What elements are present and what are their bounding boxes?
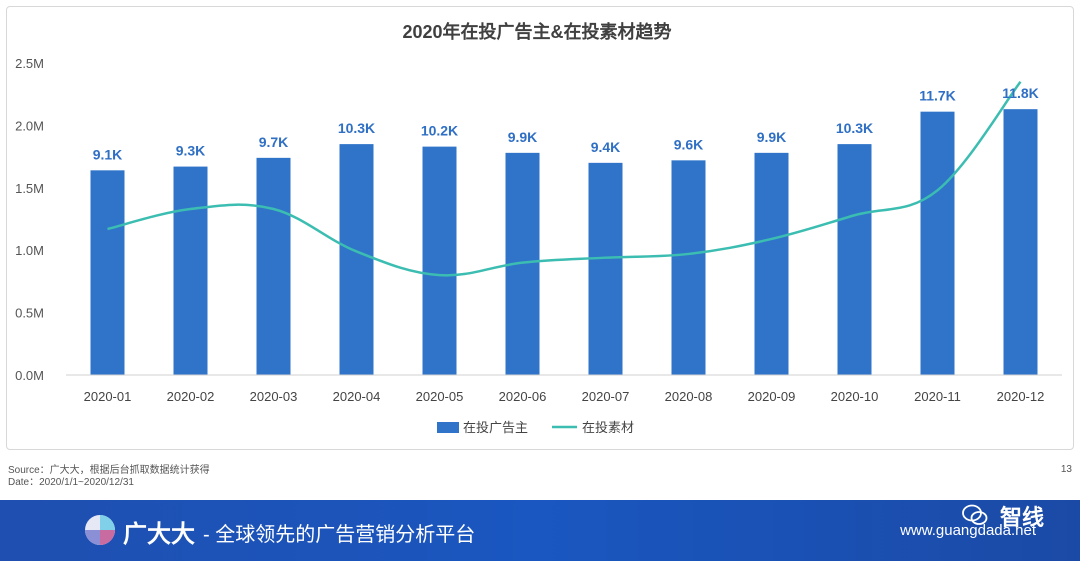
x-tick-label: 2020-03 — [250, 389, 298, 404]
source-note: Source：广大大，根据后台抓取数据统计获得 Date：2020/1/1~20… — [8, 465, 210, 489]
bar-2020-11 — [920, 111, 955, 375]
page-number: 13 — [1060, 464, 1072, 475]
x-tick-label: 2020-09 — [748, 389, 796, 404]
bar-data-label: 9.6K — [674, 136, 704, 152]
y-tick-label: 0.5M — [15, 306, 44, 321]
watermark: 智线 — [999, 505, 1044, 530]
wechat-icon — [962, 504, 988, 525]
bar-data-label: 9.3K — [176, 143, 206, 159]
bar-data-label: 9.1K — [93, 146, 123, 162]
bar-2020-01 — [90, 170, 125, 375]
footer-banner: 广大大 - 全球领先的广告营销分析平台 智线 www.guangdada.net — [0, 500, 1080, 561]
bar-data-label: 9.4K — [591, 139, 621, 155]
bar-2020-10 — [837, 144, 872, 375]
legend-swatch-bar — [437, 422, 459, 433]
bar-2020-12 — [1003, 109, 1038, 376]
bar-2020-05 — [422, 146, 457, 375]
source-text: Source：广大大，根据后台抓取数据统计获得 — [8, 465, 210, 476]
brand-name: 广大大 — [123, 521, 195, 548]
bar-data-label: 10.3K — [338, 120, 375, 136]
bar-2020-07 — [588, 162, 623, 375]
bar-2020-02 — [173, 166, 208, 375]
bar-data-label: 9.7K — [259, 134, 289, 150]
x-tick-label: 2020-08 — [665, 389, 713, 404]
bar-2020-08 — [671, 160, 706, 375]
legend-label: 在投素材 — [582, 420, 634, 435]
x-tick-label: 2020-10 — [831, 389, 879, 404]
bar-data-label: 11.8K — [1002, 85, 1039, 101]
bar-data-label: 10.3K — [836, 120, 873, 136]
y-tick-label: 1.0M — [15, 243, 44, 258]
y-tick-label: 0.0M — [15, 368, 44, 383]
x-tick-label: 2020-12 — [997, 389, 1045, 404]
x-tick-label: 2020-04 — [333, 389, 381, 404]
bar-2020-04 — [339, 144, 374, 375]
x-tick-label: 2020-06 — [499, 389, 547, 404]
series-line-在投素材 — [107, 80, 1022, 277]
bar-data-label: 9.9K — [508, 129, 538, 145]
bar-2020-09 — [754, 152, 789, 375]
chart: 2020年在投广告主&在投素材趋势 0.0M 0.5M 1.0M 1.5M 2.0M 2.… — [15, 21, 1062, 435]
y-tick-label: 1.5M — [15, 181, 44, 196]
bar-data-label: 11.7K — [919, 88, 956, 104]
pie-logo-icon — [85, 515, 115, 545]
x-tick-label: 2020-05 — [416, 389, 464, 404]
date-text: Date：2020/1/1~2020/12/31 — [8, 477, 134, 488]
x-tick-label: 2020-01 — [84, 389, 132, 404]
legend-label: 在投广告主 — [463, 420, 528, 435]
website-url: www.guangdada.net — [900, 522, 1036, 539]
x-tick-label: 2020-07 — [582, 389, 630, 404]
slogan: - 全球领先的广告营销分析平台 — [203, 524, 476, 546]
x-tick-label: 2020-02 — [167, 389, 215, 404]
bar-2020-03 — [256, 157, 291, 375]
chart-title: 2020年在投广告主&在投素材趋势 — [402, 21, 671, 42]
bar-data-label: 9.9K — [757, 129, 787, 145]
y-tick-label: 2.5M — [15, 56, 44, 71]
y-tick-label: 2.0M — [15, 118, 44, 133]
x-tick-label: 2020-11 — [914, 389, 961, 404]
bar-data-label: 10.2K — [421, 123, 458, 139]
